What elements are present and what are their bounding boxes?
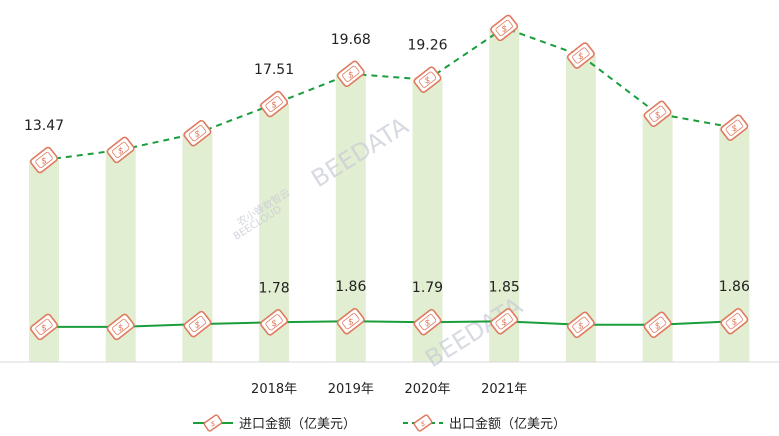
legend-export-label: 出口金额（亿美元） <box>449 416 566 432</box>
svg-text:$: $ <box>425 319 431 329</box>
series-markers: $ $ $ $ $ $ $ $ $ $ $ $ $ $ $ $ $ $ $ $ <box>30 14 749 341</box>
svg-text:$: $ <box>421 420 425 428</box>
svg-text:$: $ <box>211 420 215 428</box>
export-series-line <box>43 26 735 161</box>
legend: $ 进口金额（亿美元） $ 出口金额（亿美元） <box>193 414 566 432</box>
svg-text:$: $ <box>271 101 277 111</box>
x-tick-label: 2018年 <box>251 382 297 397</box>
x-tick-label: 2021年 <box>481 382 527 397</box>
import-point[interactable]: $ <box>106 313 135 341</box>
svg-text:$: $ <box>118 146 124 156</box>
legend-export-marker: $ <box>413 414 433 432</box>
export-data-label: 13.47 <box>24 118 64 134</box>
svg-text:$: $ <box>731 124 737 134</box>
legend-import-label: 进口金额（亿美元） <box>239 416 356 432</box>
export-point[interactable]: $ <box>336 60 365 88</box>
export-point[interactable]: $ <box>643 100 672 128</box>
svg-text:$: $ <box>501 24 507 34</box>
import-point[interactable]: $ <box>336 307 365 335</box>
import-point[interactable]: $ <box>566 311 596 339</box>
import-data-label: 1.79 <box>412 280 443 296</box>
background-bar <box>565 55 596 363</box>
import-point[interactable]: $ <box>413 308 442 336</box>
import-point[interactable]: $ <box>720 307 749 335</box>
export-point[interactable]: $ <box>566 42 596 69</box>
x-tick-label: 2019年 <box>328 382 374 397</box>
import-point[interactable]: $ <box>30 313 59 341</box>
import-data-label: 1.86 <box>719 279 750 295</box>
export-point[interactable]: $ <box>260 90 289 118</box>
svg-text:$: $ <box>578 52 584 62</box>
svg-text:$: $ <box>425 76 431 86</box>
export-point[interactable]: $ <box>720 114 749 141</box>
export-data-label: 19.68 <box>331 32 371 48</box>
background-bars <box>29 27 750 363</box>
legend-item-import[interactable]: $ 进口金额（亿美元） <box>193 414 356 432</box>
import-series-line <box>44 320 735 328</box>
svg-text:$: $ <box>271 319 277 329</box>
legend-import-marker: $ <box>203 414 223 432</box>
svg-text:$: $ <box>655 321 661 331</box>
svg-text:$: $ <box>348 70 354 80</box>
svg-text:$: $ <box>501 318 507 328</box>
import-data-label: 1.78 <box>259 280 290 296</box>
svg-text:$: $ <box>41 323 47 333</box>
svg-text:$: $ <box>731 318 737 328</box>
export-data-label: 17.51 <box>254 62 294 78</box>
svg-text:$: $ <box>195 321 201 331</box>
export-point[interactable]: $ <box>490 14 519 42</box>
svg-text:$: $ <box>655 110 661 120</box>
svg-text:$: $ <box>348 318 354 328</box>
svg-text:$: $ <box>578 321 584 331</box>
export-point[interactable]: $ <box>106 136 135 164</box>
x-tick-labels: 2018年 2019年 2020年 2021年 <box>251 382 527 397</box>
svg-text:$: $ <box>41 157 47 167</box>
import-data-label: 1.86 <box>335 279 366 295</box>
import-point[interactable]: $ <box>260 309 289 336</box>
export-point[interactable]: $ <box>413 66 442 93</box>
svg-text:$: $ <box>118 323 124 333</box>
background-bar <box>489 27 520 362</box>
series-lines <box>43 26 735 328</box>
legend-item-export[interactable]: $ 出口金额（亿美元） <box>403 414 566 432</box>
svg-text:$: $ <box>195 130 201 140</box>
x-tick-label: 2020年 <box>404 382 450 397</box>
import-point[interactable]: $ <box>490 308 519 335</box>
data-labels: 1.78 1.86 1.79 1.85 1.86 13.47 17.51 19.68 19.26… <box>24 0 750 296</box>
import-point[interactable]: $ <box>183 310 212 338</box>
import-data-label: 1.85 <box>489 279 520 295</box>
export-point[interactable]: $ <box>30 146 59 174</box>
export-point[interactable]: $ <box>183 119 212 147</box>
export-data-label: 19.26 <box>407 38 447 54</box>
export-data-label: 22.99 <box>484 0 524 2</box>
import-point[interactable]: $ <box>643 311 672 339</box>
